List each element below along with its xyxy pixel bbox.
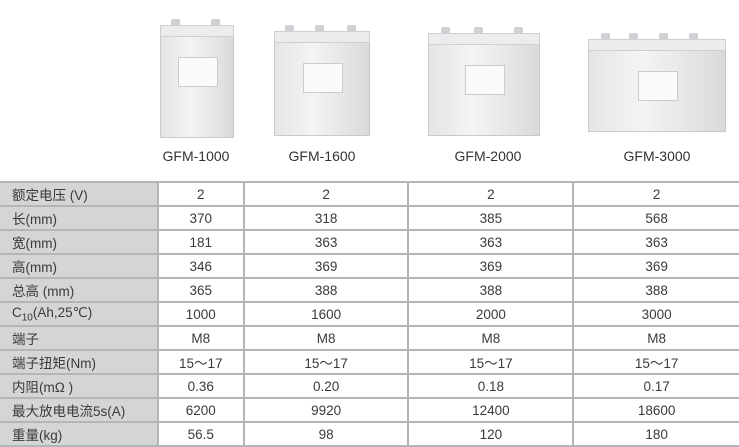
- table-cell: 363: [407, 230, 574, 255]
- table-cell: 0.18: [407, 374, 574, 399]
- table-row: 内阻(mΩ ) 0.36 0.20 0.18 0.17: [0, 374, 739, 399]
- row-label-sub: 10: [21, 312, 33, 324]
- table-cell: 15～17: [242, 350, 409, 375]
- table-row: 额定电压 (V) 2 2 2 2: [0, 181, 739, 207]
- table-cell: 9920: [242, 398, 409, 423]
- model-name: GFM-3000: [623, 148, 691, 164]
- table-cell: 2: [242, 181, 409, 207]
- table-cell: 318: [242, 206, 409, 231]
- table-cell: 18600: [572, 398, 739, 423]
- row-label: 重量(kg): [0, 422, 158, 447]
- table-cell: 369: [242, 254, 409, 279]
- table-cell: 15～17: [572, 350, 739, 375]
- table-cell: 180: [572, 422, 739, 447]
- table-cell: 181: [156, 230, 244, 255]
- model-name: GFM-2000: [454, 148, 522, 164]
- table-cell: 363: [242, 230, 409, 255]
- table-cell: 2: [407, 181, 574, 207]
- row-label-main: C: [12, 304, 22, 320]
- table-cell: 15～17: [407, 350, 574, 375]
- row-label: 额定电压 (V): [0, 181, 158, 207]
- battery-image-gfm-1000: [160, 19, 234, 138]
- row-label: C10(Ah,25℃): [0, 302, 158, 327]
- table-row: 宽(mm) 181 363 363 363: [0, 230, 739, 255]
- battery-image-gfm-3000: [588, 33, 726, 132]
- model-name: GFM-1600: [288, 148, 356, 164]
- row-label-rest: (Ah,25℃): [32, 304, 93, 320]
- table-cell: 1600: [242, 302, 409, 327]
- row-label: 宽(mm): [0, 230, 158, 255]
- table-cell: 369: [407, 254, 574, 279]
- table-row: 总高 (mm) 365 388 388 388: [0, 278, 739, 303]
- table-cell: M8: [242, 326, 409, 351]
- row-label: 最大放电电流5s(A): [0, 398, 158, 423]
- table-cell: 1000: [156, 302, 244, 327]
- table-cell: 0.20: [242, 374, 409, 399]
- table-cell: 56.5: [156, 422, 244, 447]
- table-cell: 568: [572, 206, 739, 231]
- table-cell: 6200: [156, 398, 244, 423]
- table-row: C10(Ah,25℃) 1000 1600 2000 3000: [0, 302, 739, 327]
- table-cell: 2: [156, 181, 244, 207]
- table-row: 端子 M8 M8 M8 M8: [0, 326, 739, 351]
- table-cell: M8: [156, 326, 244, 351]
- table-cell: 15～17: [156, 350, 244, 375]
- row-label: 长(mm): [0, 206, 158, 231]
- table-cell: 388: [407, 278, 574, 303]
- table-cell: 0.17: [572, 374, 739, 399]
- spec-table: 额定电压 (V) 2 2 2 2 长(mm) 370 318 385 568 宽(mm) 181 363…: [0, 181, 739, 447]
- battery-image-gfm-2000: [428, 27, 540, 136]
- table-row: 高(mm) 346 369 369 369: [0, 254, 739, 279]
- table-cell: 370: [156, 206, 244, 231]
- row-label: 高(mm): [0, 254, 158, 279]
- table-cell: 3000: [572, 302, 739, 327]
- table-row: 重量(kg) 56.5 98 120 180: [0, 422, 739, 447]
- table-cell: 388: [242, 278, 409, 303]
- table-cell: 98: [242, 422, 409, 447]
- row-label: 端子: [0, 326, 158, 351]
- row-label: 总高 (mm): [0, 278, 158, 303]
- table-cell: 363: [572, 230, 739, 255]
- table-row: 长(mm) 370 318 385 568: [0, 206, 739, 231]
- battery-image-gfm-1600: [274, 25, 370, 136]
- model-name: GFM-1000: [162, 148, 230, 164]
- table-cell: 385: [407, 206, 574, 231]
- table-cell: 388: [572, 278, 739, 303]
- table-cell: 369: [572, 254, 739, 279]
- row-label: 端子扭矩(Nm): [0, 350, 158, 375]
- table-cell: 0.36: [156, 374, 244, 399]
- table-cell: 12400: [407, 398, 574, 423]
- table-cell: 120: [407, 422, 574, 447]
- table-row: 端子扭矩(Nm) 15～17 15～17 15～17 15～17: [0, 350, 739, 375]
- table-cell: 2: [572, 181, 739, 207]
- table-row: 最大放电电流5s(A) 6200 9920 12400 18600: [0, 398, 739, 423]
- row-label: 内阻(mΩ ): [0, 374, 158, 399]
- table-cell: M8: [572, 326, 739, 351]
- table-cell: 365: [156, 278, 244, 303]
- table-cell: 2000: [407, 302, 574, 327]
- table-cell: 346: [156, 254, 244, 279]
- table-cell: M8: [407, 326, 574, 351]
